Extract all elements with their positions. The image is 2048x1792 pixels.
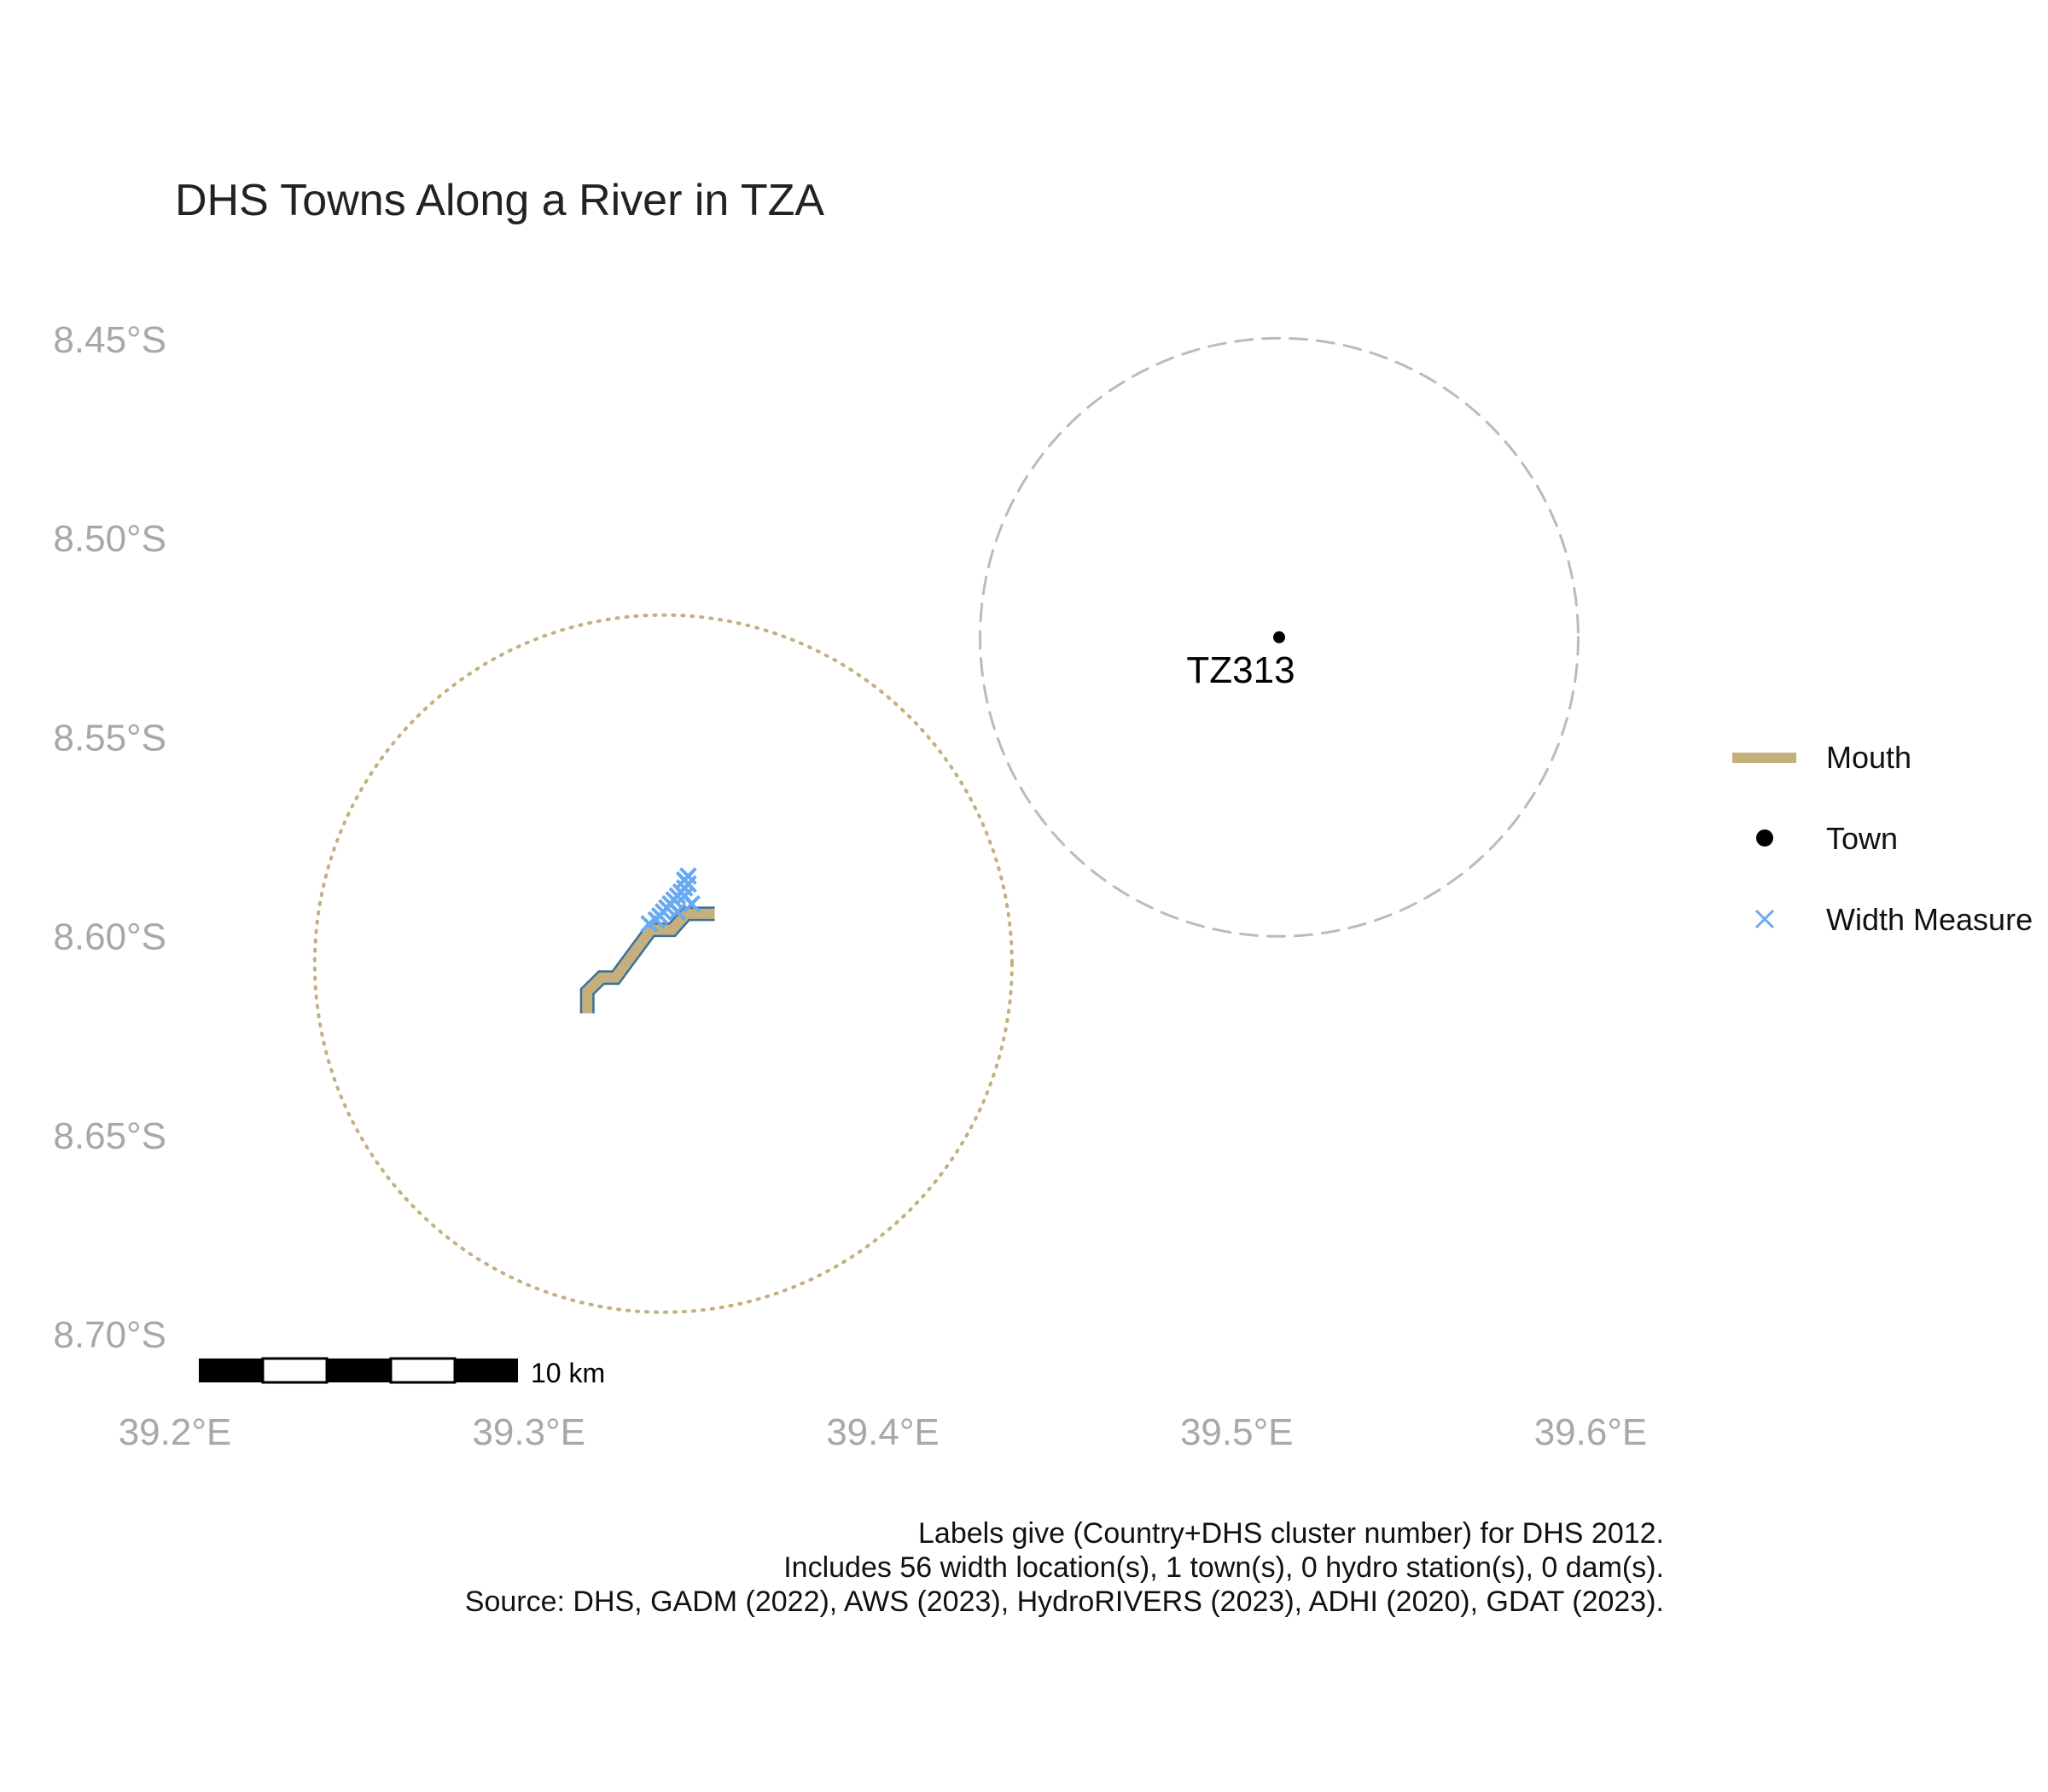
scale-bar-label: 10 km [531,1358,605,1388]
caption: Labels give (Country+DHS cluster number)… [465,1517,1664,1618]
scale-bar-segment [327,1359,391,1382]
width-measure-mark [678,867,697,886]
y-tick-label: 8.55°S [53,717,166,759]
map-title: DHS Towns Along a River in TZA [175,176,824,225]
legend-label-width: Width Measure [1826,902,2033,937]
x-tick-label: 39.2°E [119,1411,232,1453]
town-point [1273,631,1286,643]
caption-line-1: Labels give (Country+DHS cluster number)… [918,1517,1664,1550]
y-axis: 8.45°S 8.50°S 8.55°S 8.60°S 8.65°S 8.70°S [53,319,166,1356]
legend-label-town: Town [1826,821,1898,856]
x-axis: 39.2°E 39.3°E 39.4°E 39.5°E 39.6°E [119,1411,1648,1453]
river-mouth-layer [579,906,715,1014]
town-layer: TZ313 [1186,631,1295,691]
y-tick-label: 8.60°S [53,916,166,958]
x-tick-label: 39.6°E [1534,1411,1648,1453]
river-mouth-line [582,908,715,1014]
width-measure-mark [668,903,687,922]
legend: Mouth Town Width Measure [1732,740,2033,937]
scale-bar-segment [199,1359,263,1382]
buffer-circles [312,336,1580,1314]
legend-key-town [1756,829,1773,847]
town-buffer [979,336,1580,938]
scale-bar-segment [389,1357,457,1384]
y-tick-label: 8.50°S [53,518,166,560]
x-tick-label: 39.5°E [1180,1411,1294,1453]
town-label: TZ313 [1186,649,1295,691]
mouth-buffer [312,613,1014,1314]
y-tick-label: 8.65°S [53,1115,166,1157]
x-tick-label: 39.3°E [472,1411,585,1453]
caption-line-3: Source: DHS, GADM (2022), AWS (2023), Hy… [465,1585,1664,1618]
legend-key-width-icon [1754,909,1775,929]
scale-bar-segment [261,1357,329,1384]
width-measure-mark [675,887,694,905]
y-tick-label: 8.45°S [53,319,166,361]
scale-bar-segment [455,1359,518,1382]
x-tick-label: 39.4°E [826,1411,940,1453]
y-tick-label: 8.70°S [53,1314,166,1356]
legend-label-mouth: Mouth [1826,740,1911,775]
width-measure-layer [640,867,701,934]
scale-bar: 10 km [199,1357,605,1388]
caption-line-2: Includes 56 width location(s), 1 town(s)… [783,1551,1664,1584]
